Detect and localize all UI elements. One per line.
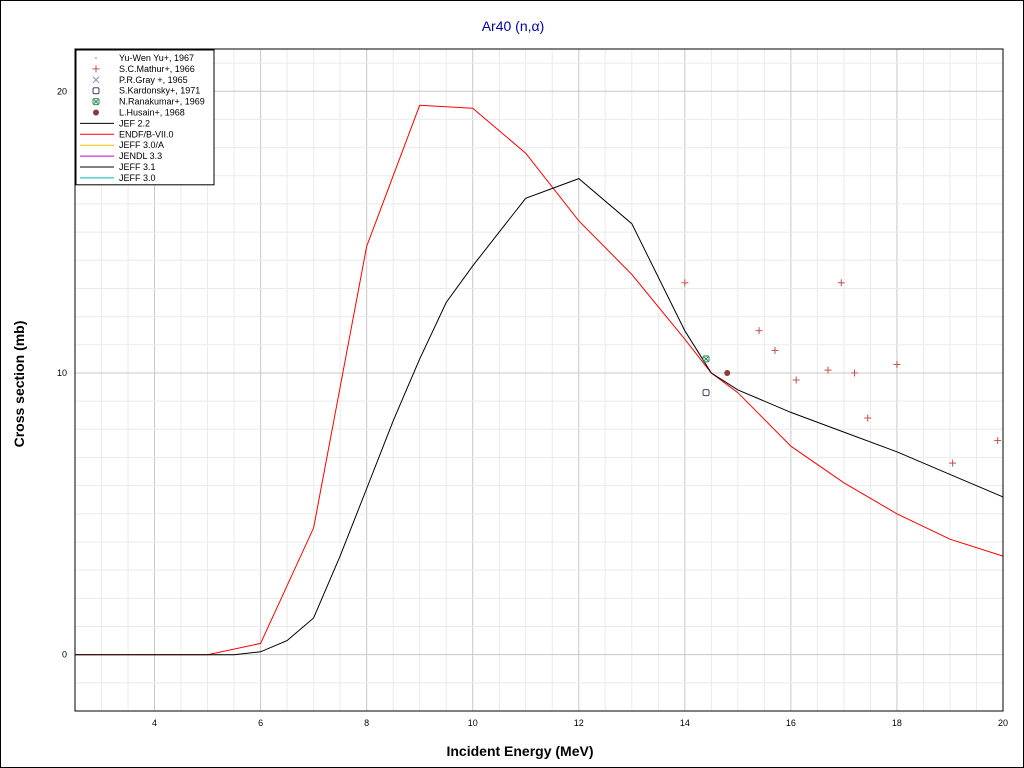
x-axis-title: Incident Energy (MeV) [446,743,593,759]
series-line-endf-b-vii-0 [75,104,1004,656]
x-tick-label: 12 [574,718,584,728]
y-axis-title: Cross section (mb) [11,321,27,448]
data-point [702,355,710,363]
data-point [792,376,800,384]
chart-title: Ar40 (n,α) [482,18,545,34]
legend-label: ENDF/B-VII.0 [119,129,174,139]
marker-stroke [703,356,709,362]
y-tick-label: 0 [62,650,67,660]
legend-swatch [93,109,99,116]
legend-label: S.Kardonsky+, 1971 [119,86,200,96]
data-point [771,346,779,354]
series-line-jeff-3-1 [75,178,1004,656]
data-point [864,414,872,422]
legend-label: S.C.Mathur+, 1966 [119,64,195,74]
data-point [837,279,845,287]
x-tick-label: 10 [468,718,478,728]
marker-shape [92,98,100,106]
marker-shape [702,389,710,397]
marker-stroke [92,76,100,84]
x-tick-label: 14 [680,718,690,728]
x-tick-label: 6 [258,718,263,728]
marker-shape [702,355,710,363]
data-point [755,327,763,335]
data-point [851,369,859,377]
series-layer [75,104,1004,656]
x-tick-label: 16 [786,718,796,728]
legend-swatch [95,57,97,59]
legend-label: JENDL 3.3 [119,151,162,161]
legend-label: JEFF 3.0 [119,173,156,183]
legend-label: JEF 2.2 [119,118,150,128]
legend-label: JEFF 3.1 [119,162,156,172]
marker-shape [724,369,731,376]
legend-label: L.Husain+, 1968 [119,108,185,118]
x-tick-label: 20 [998,718,1008,728]
data-point [824,366,832,374]
data-point [949,459,957,467]
legend-label: JEFF 3.0/A [119,140,164,150]
plot-area-border [74,48,1004,712]
marker-shape [95,57,97,59]
legend-swatch [92,65,100,73]
legend-label: Yu-Wen Yu+, 1967 [119,53,194,63]
marker-stroke [93,99,99,104]
y-tick-label: 10 [57,368,67,378]
legend-swatch [92,87,100,95]
legend-label: N.Ranakumar+, 1969 [119,97,205,107]
data-point [893,361,901,369]
data-point [702,389,710,397]
y-tick-label: 20 [57,86,67,96]
marker-shape [93,109,99,116]
x-tick-label: 4 [152,718,157,728]
experimental-points [681,279,1002,467]
x-tick-label: 18 [892,718,902,728]
legend-label: P.R.Gray +, 1965 [119,75,188,85]
x-tick-label: 8 [364,718,369,728]
data-point [681,279,689,287]
marker-shape [92,87,100,95]
tick-labels: 4 6 8 10 12 14 16 18 20 0 10 20 [57,86,1008,728]
legend-box [75,49,215,186]
data-point [994,437,1002,445]
legend-swatch [92,76,100,84]
data-point [724,369,731,376]
legend-swatch [92,98,100,106]
